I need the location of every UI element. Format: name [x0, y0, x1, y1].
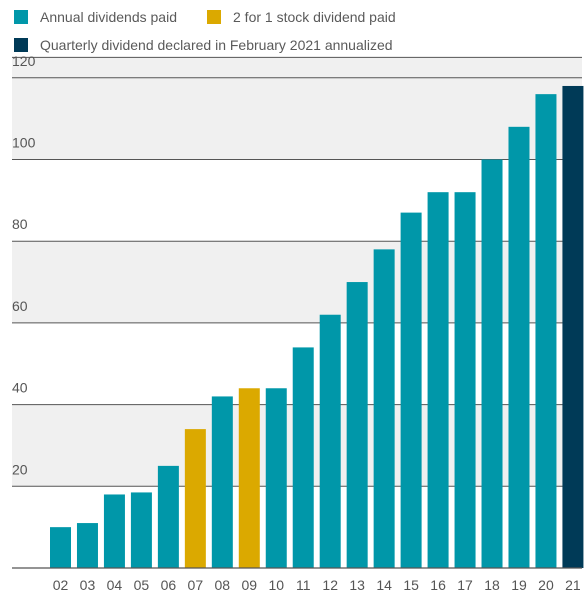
- legend-label-quarterly: Quarterly dividend declared in February …: [40, 37, 393, 53]
- bar-02: [50, 527, 71, 568]
- x-tick-label-18: 18: [484, 577, 500, 593]
- bar-21: [562, 85, 584, 568]
- legend-item-annual: Annual dividends paid: [14, 9, 177, 25]
- bar-17: [454, 192, 476, 568]
- x-tick-label-11: 11: [296, 577, 311, 593]
- x-tick-label-13: 13: [349, 577, 365, 593]
- x-tick-label-10: 10: [268, 577, 284, 593]
- legend-label-stock-dividend: 2 for 1 stock dividend paid: [233, 9, 396, 25]
- x-tick-label-14: 14: [376, 577, 392, 593]
- y-tick-label-120: 120: [12, 53, 36, 69]
- legend-label-annual: Annual dividends paid: [40, 9, 177, 25]
- y-tick-label-20: 20: [12, 461, 28, 477]
- y-tick-label-80: 80: [12, 216, 28, 232]
- x-tick-label-04: 04: [107, 577, 123, 593]
- x-tick-label-21: 21: [565, 577, 581, 593]
- x-tick-label-19: 19: [511, 577, 527, 593]
- bar-16: [427, 192, 449, 568]
- x-tick-label-15: 15: [403, 577, 419, 593]
- x-tick-label-16: 16: [430, 577, 446, 593]
- bar-19: [508, 126, 530, 568]
- bar-20: [535, 94, 557, 568]
- x-tick-label-20: 20: [538, 577, 554, 593]
- bar-06: [157, 465, 179, 568]
- x-tick-label-09: 09: [242, 577, 258, 593]
- legend-item-quarterly: Quarterly dividend declared in February …: [14, 37, 393, 53]
- x-tick-label-05: 05: [134, 577, 150, 593]
- bar-18: [481, 159, 503, 568]
- y-tick-label-100: 100: [12, 135, 36, 151]
- bar-12: [319, 314, 341, 568]
- x-tick-label-02: 02: [53, 577, 69, 593]
- legend: Annual dividends paid 2 for 1 stock divi…: [14, 6, 584, 62]
- bar-03: [76, 523, 98, 568]
- bar-14: [373, 249, 395, 568]
- bar-10: [265, 388, 287, 568]
- bar-08: [211, 396, 233, 568]
- bar-15: [400, 212, 422, 569]
- band-0: [12, 57, 582, 160]
- x-tick-label-06: 06: [161, 577, 177, 593]
- legend-swatch-stock-dividend: [207, 10, 221, 24]
- bar-07: [184, 429, 206, 568]
- bar-04: [103, 494, 125, 568]
- y-tick-label-40: 40: [12, 380, 28, 396]
- bar-13: [346, 282, 368, 568]
- legend-swatch-annual: [14, 10, 28, 24]
- x-tick-label-03: 03: [80, 577, 96, 593]
- x-tick-label-07: 07: [188, 577, 204, 593]
- bar-05: [130, 492, 152, 568]
- legend-row-2: Quarterly dividend declared in February …: [14, 34, 584, 56]
- legend-swatch-quarterly: [14, 38, 28, 52]
- legend-item-stock-dividend: 2 for 1 stock dividend paid: [207, 9, 396, 25]
- x-tick-label-17: 17: [457, 577, 473, 593]
- legend-row-1: Annual dividends paid 2 for 1 stock divi…: [14, 6, 584, 28]
- x-tick-label-08: 08: [215, 577, 231, 593]
- y-tick-label-60: 60: [12, 298, 28, 314]
- x-tick-label-12: 12: [322, 577, 338, 593]
- bar-09: [238, 388, 260, 568]
- bar-11: [292, 347, 314, 568]
